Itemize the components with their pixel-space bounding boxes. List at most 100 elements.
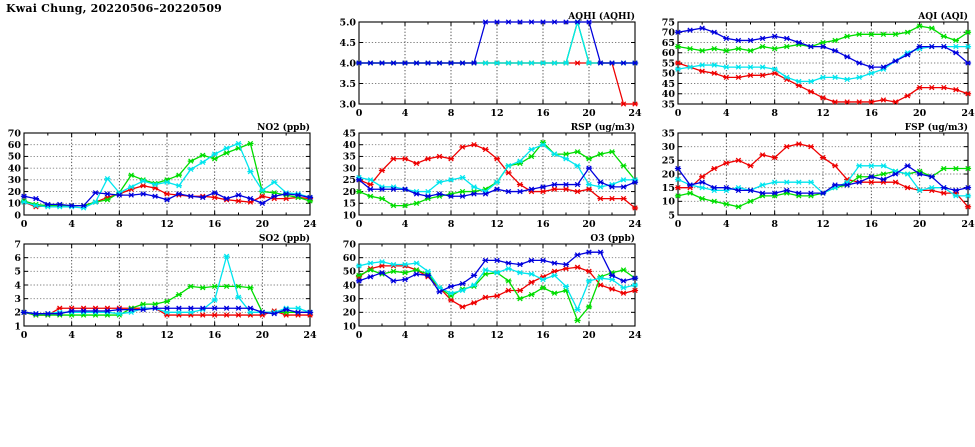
- x-tick-label: 8: [771, 219, 778, 230]
- x-tick-label: 24: [961, 108, 975, 119]
- y-tick-label: 10: [8, 199, 22, 210]
- y-tick-label: 60: [8, 140, 22, 151]
- y-tick-label: 40: [662, 89, 676, 100]
- x-tick-label: 12: [490, 219, 503, 230]
- x-tick-label: 8: [771, 108, 778, 119]
- y-tick-label: 10: [662, 197, 676, 208]
- x-tick-label: 0: [21, 219, 28, 230]
- x-tick-label: 4: [402, 108, 409, 119]
- y-tick-label: 20: [343, 187, 357, 198]
- y-tick-label: 50: [8, 152, 22, 163]
- x-tick-label: 4: [723, 108, 730, 119]
- x-tick-label: 12: [160, 330, 173, 341]
- x-tick-label: 12: [490, 108, 503, 119]
- page-title: Kwai Chung, 20220506–20220509: [6, 2, 223, 15]
- x-tick-label: 24: [961, 219, 975, 230]
- y-tick-label: 0: [14, 210, 21, 221]
- chart-panel-no2: 0 10 20 30 40 50 60 70 0 4 8 12 16 20 24 NO2 (ppb): [0, 121, 320, 230]
- chart-svg-fsp: 5 10 15 20 25 30 35 0 4 8 12 16 20 24 FSP (ug/m3): [662, 122, 975, 230]
- x-tick-label: 4: [402, 330, 409, 341]
- x-tick-label: 16: [865, 219, 879, 230]
- panel-title-no2: NO2 (ppb): [257, 122, 310, 133]
- y-tick-label: 45: [343, 128, 356, 139]
- series-20220509: [674, 163, 972, 196]
- series-20220509: [20, 305, 314, 317]
- x-tick-label: 20: [913, 108, 927, 119]
- x-tick-label: 16: [536, 108, 550, 119]
- x-tick-label: 20: [582, 108, 596, 119]
- chart-panel-aqi: 35 40 45 50 55 60 65 70 75 0 4 8 12 16 20 24 AQI (AQI): [650, 10, 975, 119]
- chart-panel-o3: 10 20 30 40 50 60 70 0 4 8 12 16 20 24 O3 (ppb): [335, 232, 645, 341]
- chart-svg-o3: 10 20 30 40 50 60 70 0 4 8 12 16 20 24 O3 (ppb): [343, 233, 642, 341]
- y-tick-label: 1: [14, 321, 21, 332]
- x-tick-label: 12: [816, 108, 829, 119]
- x-tick-label: 0: [675, 108, 682, 119]
- y-tick-label: 40: [343, 140, 357, 151]
- series-20220509: [20, 190, 314, 209]
- y-tick-label: 5.0: [339, 17, 356, 28]
- x-tick-label: 4: [68, 330, 75, 341]
- x-tick-label: 12: [160, 219, 173, 230]
- panel-title-so2: SO2 (ppb): [259, 233, 310, 244]
- y-tick-label: 25: [343, 175, 356, 186]
- y-tick-label: 5: [668, 210, 675, 221]
- x-tick-label: 0: [21, 330, 28, 341]
- y-tick-label: 75: [662, 17, 675, 28]
- y-tick-label: 30: [343, 294, 357, 305]
- x-tick-label: 12: [490, 330, 503, 341]
- series-20220509: [674, 25, 972, 70]
- y-tick-label: 50: [343, 267, 357, 278]
- y-tick-label: 4.0: [339, 58, 356, 69]
- x-tick-label: 20: [913, 219, 927, 230]
- x-tick-label: 4: [68, 219, 75, 230]
- x-tick-label: 20: [582, 330, 596, 341]
- panel-title-fsp: FSP (ug/m3): [905, 122, 968, 133]
- x-tick-label: 0: [356, 219, 363, 230]
- series-20220509: [355, 19, 639, 66]
- x-tick-label: 16: [208, 330, 222, 341]
- y-tick-label: 70: [662, 28, 676, 39]
- x-tick-label: 16: [865, 108, 879, 119]
- panel-title-o3: O3 (ppb): [590, 233, 635, 244]
- y-tick-label: 3.5: [339, 79, 356, 90]
- series-20220509: [355, 249, 639, 295]
- x-tick-label: 24: [303, 330, 317, 341]
- x-tick-label: 16: [536, 219, 550, 230]
- panel-title-aqhi: AQHI (AQHI): [567, 11, 635, 22]
- y-tick-label: 45: [662, 79, 675, 90]
- x-tick-label: 24: [303, 219, 317, 230]
- y-tick-label: 60: [662, 48, 676, 59]
- y-tick-label: 70: [343, 239, 357, 250]
- series-20220507: [674, 23, 972, 54]
- x-tick-label: 4: [723, 219, 730, 230]
- x-tick-label: 24: [628, 219, 642, 230]
- x-tick-label: 8: [448, 108, 455, 119]
- x-tick-label: 8: [116, 219, 123, 230]
- y-tick-label: 15: [662, 183, 675, 194]
- y-tick-label: 20: [662, 169, 676, 180]
- y-tick-label: 30: [343, 163, 357, 174]
- x-tick-label: 0: [356, 108, 363, 119]
- y-tick-label: 35: [343, 152, 356, 163]
- series-20220508: [355, 259, 639, 313]
- x-tick-label: 24: [628, 108, 642, 119]
- x-tick-label: 20: [582, 219, 596, 230]
- panel-title-rsp: RSP (ug/m3): [571, 122, 635, 133]
- y-tick-label: 20: [8, 187, 22, 198]
- x-tick-label: 0: [675, 219, 682, 230]
- y-tick-label: 65: [662, 38, 675, 49]
- y-tick-label: 2: [14, 308, 21, 319]
- chart-panel-aqhi: 3.0 3.5 4.0 4.5 5.0 0 4 8 12 16 20 24 AQHI (AQHI): [335, 10, 645, 119]
- series-20220506: [355, 142, 639, 211]
- x-tick-label: 16: [536, 330, 550, 341]
- x-tick-label: 16: [208, 219, 222, 230]
- x-tick-label: 8: [448, 330, 455, 341]
- chart-panel-fsp: 5 10 15 20 25 30 35 0 4 8 12 16 20 24 FSP (ug/m3): [650, 121, 975, 230]
- y-tick-label: 4.5: [339, 38, 356, 49]
- y-tick-label: 55: [662, 58, 675, 69]
- x-tick-label: 4: [402, 219, 409, 230]
- y-tick-label: 40: [343, 280, 357, 291]
